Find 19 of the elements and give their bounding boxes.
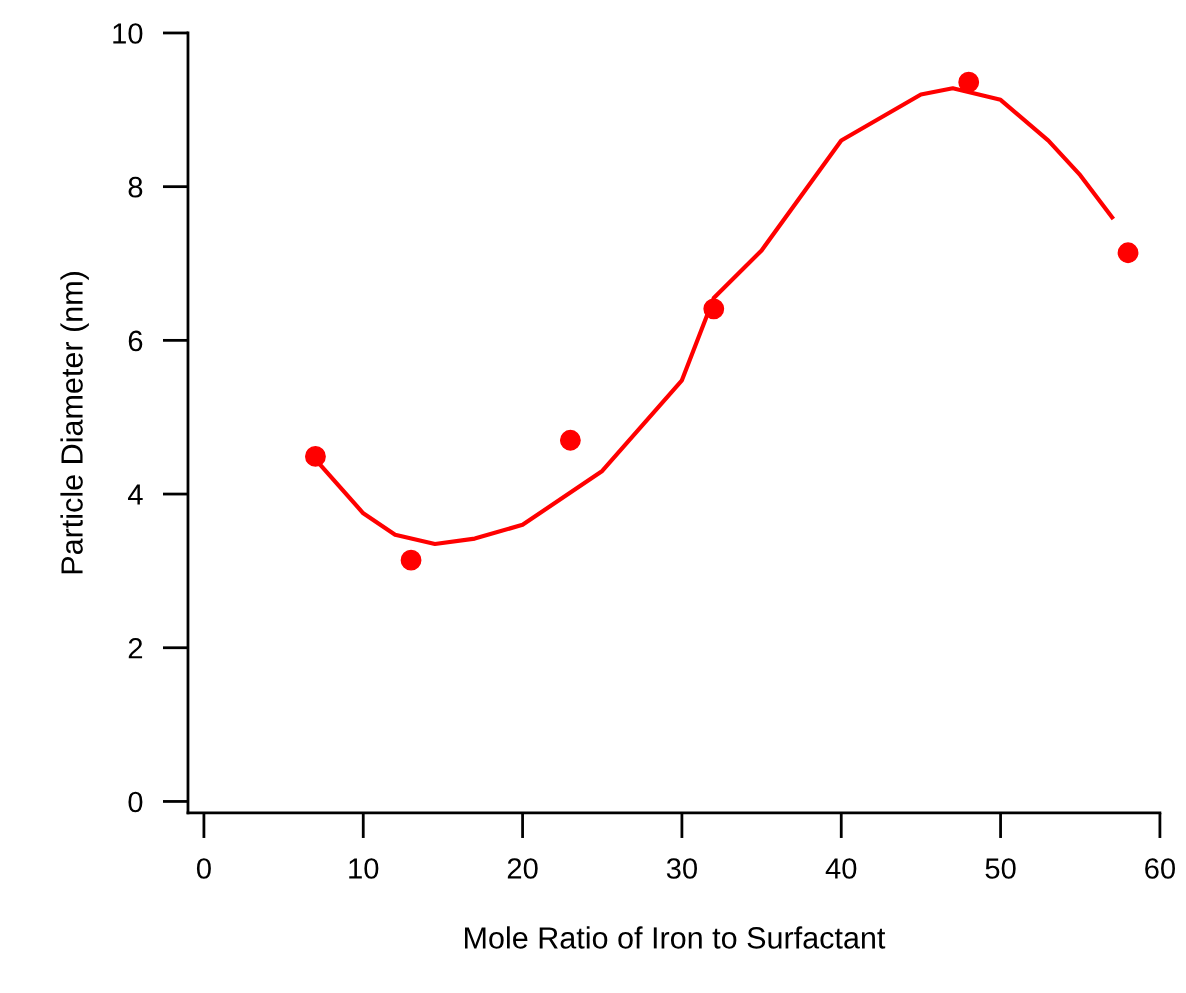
y-tick-label: 10 — [113, 23, 143, 44]
point — [559, 429, 581, 451]
x-tick-label: 60 — [1145, 858, 1175, 879]
x-tick-label: 10 — [349, 858, 379, 879]
y-axis-title: Particle Diameter (nm) — [60, 272, 89, 574]
y-tick-label: 2 — [128, 637, 143, 659]
point — [1117, 242, 1139, 264]
x-tick-label: 20 — [507, 858, 538, 879]
y-tick-label: 6 — [128, 330, 143, 352]
x-tick-label: 40 — [825, 858, 857, 879]
point — [958, 71, 980, 93]
x-tick-label: 0 — [196, 858, 211, 879]
x-tick-label: 30 — [666, 858, 697, 879]
x-axis-title: Mole Ratio of Iron to Surfactant — [465, 926, 886, 949]
y-tick-label: 4 — [127, 484, 143, 505]
x-tick-label: 50 — [985, 858, 1016, 879]
y-tick-label: 8 — [128, 176, 143, 198]
y-tick-label: 0 — [128, 791, 143, 813]
point — [400, 549, 422, 571]
